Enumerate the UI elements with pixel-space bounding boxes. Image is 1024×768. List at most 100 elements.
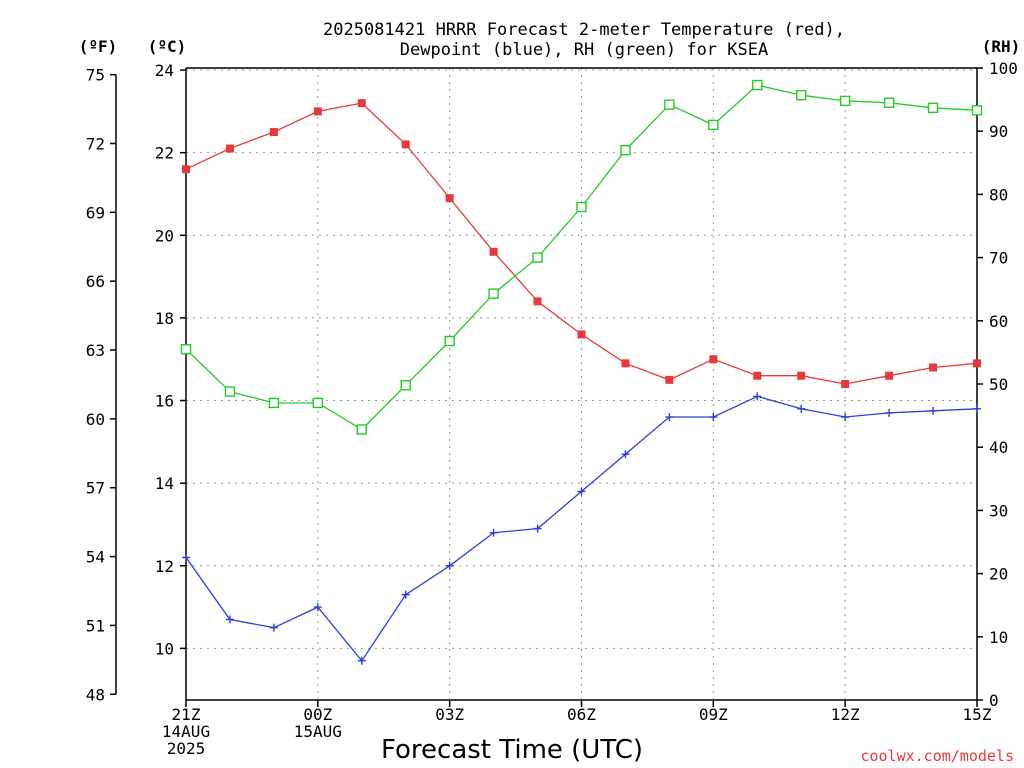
dewpoint-point: [401, 590, 410, 599]
celsius-tick-label: 12: [155, 557, 174, 576]
rh-tick-label: 50: [989, 375, 1008, 394]
celsius-tick-label: 24: [155, 61, 174, 80]
temperature-point: [621, 359, 630, 368]
rh-point: [488, 288, 499, 299]
rh-point: [752, 79, 763, 91]
dewpoint-point: [182, 553, 190, 562]
temperature-point: [885, 371, 894, 380]
chart-title-line1: 2025081421 HRRR Forecast 2-meter Tempera…: [323, 20, 845, 40]
fahrenheit-tick-label: 54: [86, 548, 105, 567]
dewpoint-point: [533, 524, 542, 533]
x-tick-label: 06Z: [567, 705, 596, 724]
rh-axis-unit: (RH): [982, 37, 1021, 56]
temperature-point: [797, 371, 806, 380]
dewpoint-point: [621, 450, 630, 459]
rh-tick-label: 60: [989, 312, 1008, 331]
x-axis-title: Forecast Time (UTC): [381, 735, 643, 765]
temperature-point: [709, 355, 718, 364]
x-tick-label: 03Z: [435, 705, 464, 724]
rh-point: [927, 102, 939, 114]
fahrenheit-tick-label: 72: [86, 135, 105, 154]
x-tick-label: 09Z: [699, 705, 728, 724]
x-tick-label: 15AUG: [294, 722, 342, 741]
fahrenheit-tick-label: 57: [86, 479, 105, 498]
rh-tick-label: 10: [989, 628, 1008, 647]
rh-point: [796, 89, 807, 101]
dewpoint-point: [489, 528, 498, 537]
dewpoint-point: [445, 561, 454, 570]
x-tick-label: 21Z: [172, 705, 201, 724]
x-tick-label: 15Z: [963, 705, 992, 724]
source-credit: coolwx.com/models: [860, 747, 1014, 765]
celsius-tick-label: 10: [155, 639, 174, 658]
dewpoint-point: [841, 413, 850, 422]
chart-title-line2: Dewpoint (blue), RH (green) for KSEA: [400, 40, 768, 60]
temperature-point: [753, 371, 762, 380]
rh-tick-label: 40: [989, 438, 1008, 457]
rh-tick-label: 20: [989, 565, 1008, 584]
dewpoint-point: [797, 404, 806, 413]
temperature-point: [577, 330, 586, 339]
axes: 10 12 14 16 18 20 22 24 48 51 54 57 60 63 66 69 72 75 0 10 2…: [86, 59, 1018, 758]
celsius-tick-label: 22: [155, 144, 174, 163]
temperature-point: [225, 144, 234, 153]
dewpoint-point: [709, 413, 718, 422]
dewpoint-point: [269, 623, 278, 632]
rh-point: [356, 424, 367, 435]
rh-tick-label: 70: [989, 249, 1008, 268]
temperature-point: [269, 128, 278, 137]
dewpoint-point: [225, 615, 234, 624]
dewpoint-point: [753, 392, 762, 401]
fahrenheit-tick-label: 48: [86, 685, 105, 704]
x-tick-label: 2025: [167, 739, 206, 758]
fahrenheit-tick-label: 69: [86, 203, 105, 222]
temperature-point: [533, 297, 542, 306]
rh-point: [839, 95, 851, 107]
rh-point: [444, 335, 455, 347]
fahrenheit-axis-unit: (ºF): [79, 37, 118, 56]
dewpoint-point: [929, 406, 938, 415]
rh-tick-label: 80: [989, 185, 1008, 204]
fahrenheit-tick-label: 75: [86, 66, 105, 85]
dewpoint-point: [665, 413, 674, 422]
dewpoint-point: [313, 603, 322, 612]
celsius-tick-label: 14: [155, 474, 174, 493]
dewpoint-point: [357, 656, 366, 665]
rh-point: [312, 397, 324, 409]
fahrenheit-tick-label: 60: [86, 410, 105, 429]
rh-point: [620, 144, 631, 156]
celsius-tick-label: 20: [155, 226, 174, 245]
temperature-point: [182, 165, 190, 174]
fahrenheit-tick-label: 63: [86, 341, 105, 360]
fahrenheit-tick-label: 66: [86, 272, 105, 291]
temperature-point: [445, 194, 454, 203]
rh-tick-label: 90: [989, 122, 1008, 141]
celsius-axis-unit: (ºC): [148, 37, 187, 56]
temperature-point: [401, 140, 410, 149]
x-tick-label: 14AUG: [162, 722, 210, 741]
temperature-point: [841, 380, 850, 388]
x-tick-label: 12Z: [831, 705, 860, 724]
dewpoint-point: [973, 404, 981, 413]
temperature-point: [313, 107, 322, 116]
fahrenheit-tick-label: 51: [86, 616, 105, 635]
rh-point: [664, 99, 675, 110]
rh-point: [883, 97, 895, 108]
celsius-tick-label: 16: [155, 392, 174, 411]
rh-tick-label: 100: [989, 59, 1018, 78]
rh-point: [224, 386, 236, 397]
x-tick-label: 00Z: [303, 705, 332, 724]
rh-point: [971, 105, 983, 116]
rh-tick-label: 0: [989, 691, 999, 710]
rh-point: [708, 119, 719, 131]
grid: [186, 68, 977, 700]
rh-point: [532, 252, 543, 263]
temperature-point: [973, 359, 981, 368]
rh-point: [180, 344, 192, 355]
rh-tick-label: 30: [989, 501, 1008, 520]
dewpoint-point: [577, 487, 586, 496]
temperature-point: [357, 99, 366, 108]
rh-point: [400, 380, 411, 391]
dewpoint-point: [885, 408, 894, 417]
